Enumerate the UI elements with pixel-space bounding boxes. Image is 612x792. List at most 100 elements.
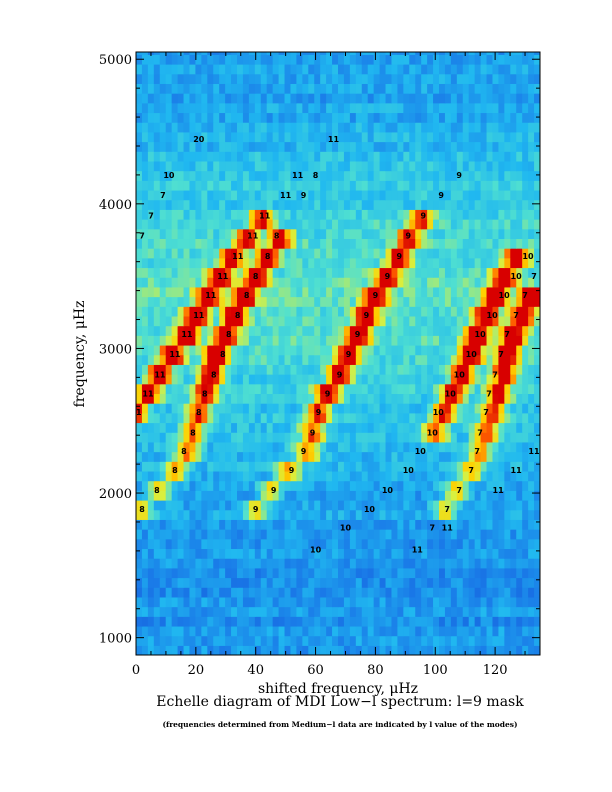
heatmap-cell [409, 422, 416, 433]
heatmap-cell [355, 209, 363, 220]
heatmap-cell [219, 422, 226, 433]
heatmap-cell [165, 112, 173, 123]
heatmap-cell [296, 441, 303, 453]
heatmap-cell [504, 441, 511, 453]
heatmap-cell [367, 141, 375, 152]
heatmap-cell [141, 519, 149, 530]
heatmap-cell [338, 499, 345, 511]
heatmap-cell [415, 344, 422, 356]
heatmap-cell [213, 567, 220, 579]
heatmap-cell [338, 596, 345, 608]
mode-label: 7 [486, 389, 492, 398]
heatmap-cell [302, 257, 309, 269]
heatmap-cell [213, 102, 220, 114]
heatmap-cell [260, 509, 268, 520]
heatmap-cell [343, 374, 351, 385]
heatmap-cell [231, 209, 238, 220]
heatmap-cell [165, 228, 173, 239]
heatmap-cell [373, 422, 381, 433]
heatmap-cell [189, 354, 197, 365]
heatmap-cell [421, 558, 428, 569]
heatmap-cell [427, 490, 434, 501]
mode-label: 10 [427, 428, 439, 437]
heatmap-cell [177, 606, 185, 617]
heatmap-cell [165, 52, 173, 55]
heatmap-cell [450, 519, 458, 530]
heatmap-cell [153, 102, 161, 114]
heatmap-cell [242, 112, 250, 123]
heatmap-cell [373, 616, 381, 627]
heatmap-cell [492, 422, 500, 433]
heatmap-cell [302, 451, 309, 462]
heatmap-cell [260, 257, 268, 269]
heatmap-cell [254, 122, 262, 133]
heatmap-cell [207, 257, 214, 269]
heatmap-cell [522, 519, 529, 530]
heatmap-cell [534, 248, 540, 259]
heatmap-cell [219, 480, 226, 491]
heatmap-cell [486, 587, 494, 598]
heatmap-cell [242, 606, 250, 617]
heatmap-cell [522, 286, 529, 298]
heatmap-cell [326, 296, 333, 307]
heatmap-cell [474, 625, 482, 637]
heatmap-cell [373, 170, 381, 181]
heatmap-cell [433, 412, 440, 424]
heatmap-cell [421, 470, 428, 482]
heatmap-cell [225, 422, 232, 433]
heatmap-cell [361, 509, 369, 520]
heatmap-cell [213, 432, 220, 443]
heatmap-cell [480, 296, 488, 307]
heatmap-cell [219, 131, 226, 143]
heatmap-cell [213, 248, 220, 259]
heatmap-cell [147, 519, 155, 530]
heatmap-cell [474, 83, 482, 94]
heatmap-cell [462, 635, 470, 646]
heatmap-cell [189, 548, 197, 559]
heatmap-cell [391, 461, 399, 472]
heatmap-cell [242, 548, 250, 559]
heatmap-cell [136, 141, 143, 152]
heatmap-cell [373, 587, 381, 598]
heatmap-cell [462, 412, 470, 424]
heatmap-cell [528, 325, 535, 336]
heatmap-cell [338, 480, 345, 491]
heatmap-cell [439, 596, 446, 608]
heatmap-cell [492, 277, 500, 288]
heatmap-cell [433, 441, 440, 453]
heatmap-cell [433, 645, 440, 655]
heatmap-cell [516, 635, 523, 646]
heatmap-cell [159, 625, 167, 637]
heatmap-cell [492, 509, 500, 520]
heatmap-cell [474, 422, 482, 433]
heatmap-cell [213, 364, 220, 375]
heatmap-cell [141, 461, 149, 472]
heatmap-cell [421, 635, 428, 646]
heatmap-cell [421, 529, 428, 540]
heatmap-cell [237, 238, 244, 249]
heatmap-cell [516, 558, 523, 569]
heatmap-cell [361, 470, 369, 482]
heatmap-cell [522, 131, 529, 143]
heatmap-cell [284, 529, 292, 540]
heatmap-cell [504, 277, 511, 288]
heatmap-cell [171, 625, 179, 637]
heatmap-cell [332, 112, 339, 123]
heatmap-cell [486, 558, 494, 569]
heatmap-cell [237, 509, 244, 520]
heatmap-cell [373, 286, 381, 298]
heatmap-cell [213, 296, 220, 307]
heatmap-cell [510, 403, 517, 414]
heatmap-cell [391, 364, 399, 375]
heatmap-cell [421, 238, 428, 249]
heatmap-cell [361, 606, 369, 617]
heatmap-cell [367, 335, 375, 346]
heatmap-cell [177, 364, 185, 375]
heatmap-cell [361, 616, 369, 627]
heatmap-cell [516, 490, 523, 501]
heatmap-cell [528, 248, 535, 259]
heatmap-cell [480, 393, 488, 404]
heatmap-cell [510, 335, 517, 346]
heatmap-cell [266, 238, 274, 249]
